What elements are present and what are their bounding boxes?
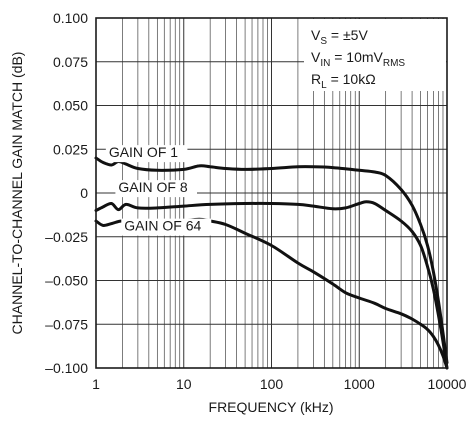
tick-labels: 0.100 0.075 0.050 0.025 0 –0.025 –0.050 –0.075 –…: [45, 10, 467, 392]
y-tick-label: –0.100: [45, 360, 88, 376]
x-tick-label: 1: [92, 376, 100, 392]
y-axis-title: CHANNEL-TO-CHANNEL GAIN MATCH (dB): [9, 52, 25, 335]
x-tick-label: 100: [260, 376, 284, 392]
condition-line-3: RL = 10kΩ: [311, 71, 376, 91]
condition-line-2: VIN = 10mVRMS: [311, 49, 405, 69]
series-line-1: [94, 156, 449, 365]
series-label-bg: [115, 180, 198, 198]
x-tick-label: 10: [176, 376, 192, 392]
plot-frame: [95, 17, 448, 369]
y-tick-label: –0.025: [45, 229, 88, 245]
conditions-bg: [304, 19, 446, 91]
x-axis-title: FREQUENCY (kHz): [209, 399, 334, 415]
y-tick-label: 0: [80, 185, 88, 201]
y-tick-label: –0.050: [45, 273, 88, 289]
y-tick-label: 0.100: [53, 10, 88, 26]
y-tick-label: 0.050: [53, 98, 88, 114]
y-tick-label: 0.025: [53, 141, 88, 157]
series-line-2: [94, 200, 449, 370]
y-tick-label: 0.075: [53, 54, 88, 70]
y-tick-label: –0.075: [45, 316, 88, 332]
series-labels: GAIN OF 1 GAIN OF 8 GAIN OF 64: [105, 144, 212, 236]
series-label-1: GAIN OF 1: [109, 144, 178, 160]
series-label-bg: [105, 145, 188, 163]
x-tick-label: 1000: [344, 376, 375, 392]
series-label-2: GAIN OF 8: [118, 179, 187, 195]
x-tick-label: 10000: [428, 376, 467, 392]
series-label-bg: [121, 218, 212, 236]
series-label-3: GAIN OF 64: [124, 218, 201, 234]
